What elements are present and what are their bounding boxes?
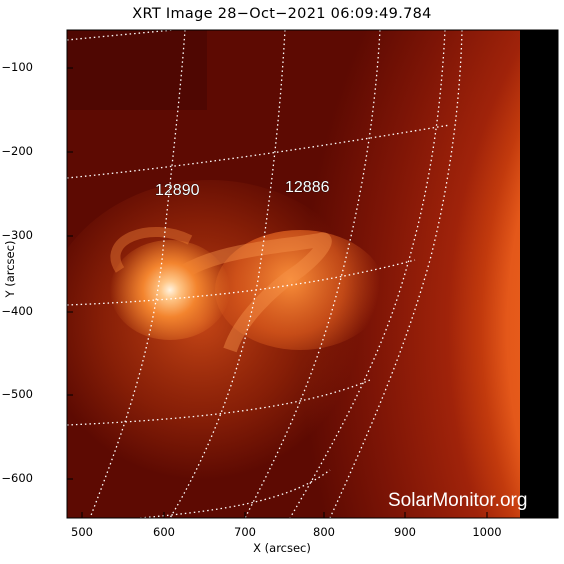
x-axis-label: X (arcsec) [253,541,311,555]
y-tick-label: −200 [1,144,33,158]
y-tick-label: −500 [1,387,33,401]
x-tick-label: 800 [313,525,335,539]
x-tick-label: 500 [71,525,93,539]
y-axis-label: Y (arcsec) [3,240,17,298]
solarmonitor-watermark: SolarMonitor.org [388,490,527,511]
x-tick-label: 700 [234,525,256,539]
y-tick-label: −400 [1,304,33,318]
region-label-12890: 12890 [155,182,200,199]
plot-frame [66,29,559,519]
y-tick-label: −600 [1,471,33,485]
image-edge-blank [520,30,558,518]
x-tick-label: 1000 [472,525,502,539]
y-tick-label: −100 [1,60,33,74]
dark-corona-patch [67,30,207,110]
region-label-12886: 12886 [285,179,330,196]
coronal-loop-west [110,227,193,273]
image-title: XRT Image 28−Oct−2021 06:09:49.784 [132,6,432,22]
loop-system [215,230,385,350]
axis-ticks [67,67,488,518]
x-tick-label: 600 [153,525,175,539]
heliographic-grid [67,30,463,518]
x-tick-label: 900 [394,525,416,539]
y-tick-label: −300 [1,228,33,242]
flare-bright-kernel [110,240,230,340]
